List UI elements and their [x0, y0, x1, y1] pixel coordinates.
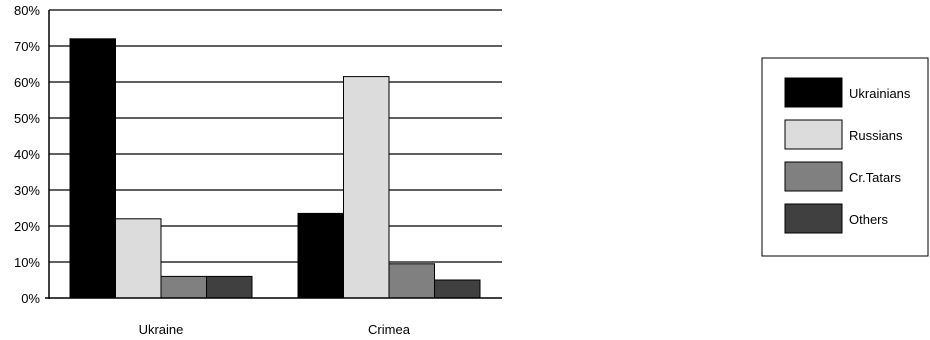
- legend-label: Ukrainians: [849, 86, 911, 101]
- y-tick-label: 80%: [14, 3, 40, 18]
- x-category-label: Crimea: [368, 322, 411, 337]
- bar-russians-ukraine: [115, 218, 162, 299]
- legend-label: Russians: [849, 128, 903, 143]
- y-tick-label: 50%: [14, 111, 40, 126]
- bar-ukrainians-crimea: [297, 212, 344, 299]
- y-tick-label: 40%: [14, 147, 40, 162]
- y-tick-label: 30%: [14, 183, 40, 198]
- legend-label: Cr.Tatars: [849, 170, 902, 185]
- y-tick-label: 70%: [14, 39, 40, 54]
- axes: [45, 10, 502, 299]
- legend-swatch: [784, 77, 843, 108]
- legend-swatch: [784, 161, 843, 192]
- y-tick-label: 0%: [21, 291, 40, 306]
- y-tick-label: 20%: [14, 219, 40, 234]
- x-category-labels: Ukraine Crimea: [139, 322, 411, 337]
- bars: [69, 38, 481, 299]
- bar-cr-tatars-crimea: [388, 263, 435, 299]
- bar-cr-tatars-ukraine: [160, 275, 207, 299]
- y-tick-label: 10%: [14, 255, 40, 270]
- legend-swatch: [784, 203, 843, 234]
- bar-others-ukraine: [206, 275, 253, 299]
- y-tick-label: 60%: [14, 75, 40, 90]
- bar-others-crimea: [434, 279, 481, 299]
- bar-ukrainians-ukraine: [69, 38, 116, 299]
- bar-russians-crimea: [343, 76, 390, 299]
- legend-label: Others: [849, 212, 889, 227]
- legend: Ukrainians Russians Cr.Tatars Others: [761, 57, 929, 257]
- y-tick-labels: 0% 10% 20% 30% 40% 50% 60% 70% 80%: [14, 3, 40, 306]
- x-category-label: Ukraine: [139, 322, 184, 337]
- legend-swatch: [784, 119, 843, 150]
